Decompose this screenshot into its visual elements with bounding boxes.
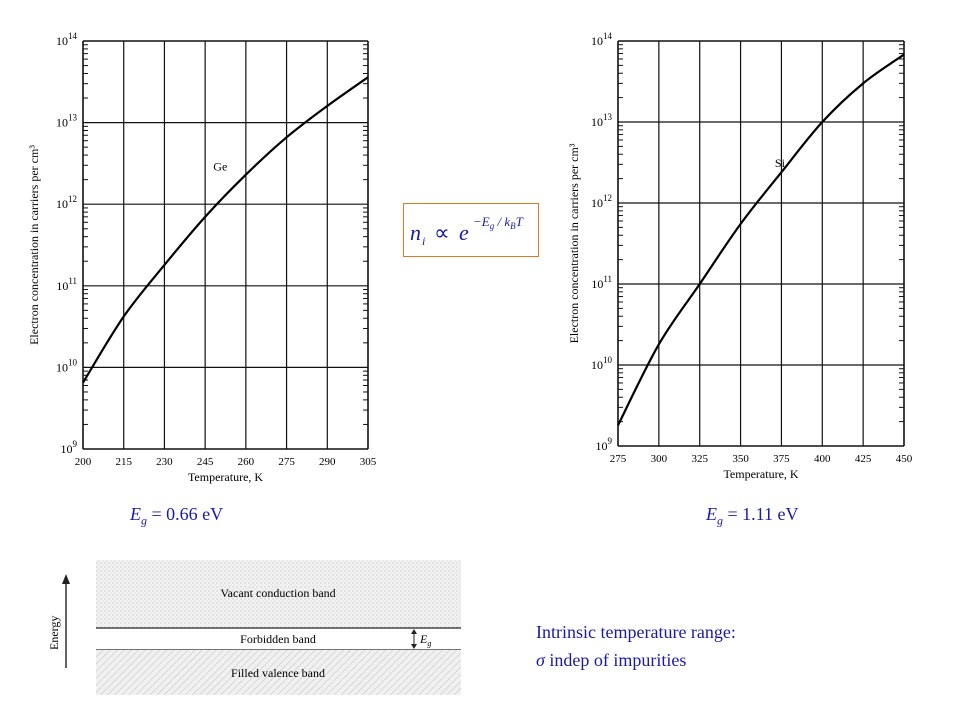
note-line-2: σ indep of impurities [536, 646, 736, 674]
ge-chart: 200 215 230 245 260 275 290 305 109 1010 1011 1012 1… [27, 31, 377, 484]
conduction-band-label: Vacant conduction band [220, 586, 335, 600]
y-tick-label: 1012 [591, 193, 612, 210]
valence-band-label: Filled valence band [231, 666, 325, 680]
energy-arrowhead-icon [62, 574, 70, 584]
formula-exp-sub1: g [490, 221, 495, 231]
series-line-Ge [82, 76, 369, 384]
curve-annotation: Si [775, 156, 786, 170]
conduction-band [96, 560, 461, 628]
caption-ge-value: = 0.66 eV [147, 504, 224, 524]
x-tick-label: 300 [651, 453, 668, 465]
x-tick-label: 375 [773, 453, 790, 465]
caption-si-symbol: E [706, 504, 717, 524]
x-tick-label: 275 [278, 456, 295, 468]
gap-sub: g [427, 639, 431, 648]
caption-si-value: = 1.11 eV [723, 504, 799, 524]
formula-n: n [410, 220, 421, 245]
curve-annotation: Ge [213, 159, 227, 173]
formula-n-sub: i [422, 234, 425, 248]
note-line-1: Intrinsic temperature range: [536, 622, 736, 642]
x-tick-label: 275 [610, 453, 627, 465]
x-axis-label: Temperature, K [188, 470, 263, 484]
x-tick-label: 305 [360, 456, 377, 468]
y-tick-label: 109 [596, 436, 613, 453]
series-line-Si [617, 53, 905, 426]
gap-symbol: Eg [419, 632, 431, 648]
y-tick-label: 1010 [56, 357, 78, 374]
y-tick-label: 1013 [591, 112, 613, 129]
x-tick-label: 245 [197, 456, 214, 468]
x-tick-label: 325 [691, 453, 708, 465]
formula: n i ∝ e −Eg / kBT [410, 214, 524, 248]
note: Intrinsic temperature range: σ indep of … [536, 618, 736, 674]
x-tick-label: 400 [814, 453, 831, 465]
band-diagram: Vacant conduction band Forbidden band Fi… [40, 550, 480, 700]
x-tick-label: 230 [156, 456, 173, 468]
y-axis-label: Electron concentration in carriers per c… [27, 145, 41, 345]
caption-ge-sub: g [141, 513, 147, 528]
energy-axis-label: Energy [47, 616, 61, 650]
x-tick-label: 290 [319, 456, 336, 468]
formula-exp-sub2: B [510, 221, 516, 231]
forbidden-band-label: Forbidden band [240, 632, 316, 646]
y-tick-label: 1013 [56, 113, 78, 130]
si-band-gap-caption: Eg = 1.11 eV [706, 504, 798, 529]
ge-band-gap-caption: Eg = 0.66 eV [130, 504, 223, 529]
valence-band [96, 650, 461, 695]
formula-e: e [459, 220, 469, 245]
sigma-symbol: σ [536, 650, 545, 670]
y-tick-label: 109 [61, 439, 78, 456]
x-tick-label: 425 [855, 453, 872, 465]
y-tick-label: 1010 [591, 355, 613, 372]
y-tick-label: 1011 [56, 276, 77, 293]
gap-arrowheads-icon [411, 629, 417, 649]
formula-exp: −Eg / kBT [473, 214, 524, 231]
x-tick-label: 215 [115, 456, 132, 468]
gap-e: E [419, 632, 428, 646]
note-line-2-text: indep of impurities [544, 650, 687, 670]
formula-box: n i ∝ e −Eg / kBT [403, 203, 539, 257]
x-tick-label: 450 [896, 453, 913, 465]
formula-prop: ∝ [434, 220, 450, 245]
formula-exp-e: −E [473, 214, 490, 229]
y-tick-label: 1012 [56, 194, 77, 211]
y-tick-label: 1014 [591, 31, 613, 48]
x-tick-label: 200 [75, 456, 92, 468]
y-tick-label: 1014 [56, 31, 78, 48]
si-chart: 275 300 325 350 375 400 425 450 109 1010 1011 1012 1… [567, 31, 913, 481]
formula-exp-end: T [516, 214, 524, 229]
y-tick-label: 1011 [591, 274, 612, 291]
y-axis-label: Electron concentration in carriers per c… [567, 143, 581, 343]
x-tick-label: 260 [238, 456, 255, 468]
formula-exp-mid: / k [494, 214, 510, 229]
caption-ge-symbol: E [130, 504, 141, 524]
x-axis-label: Temperature, K [723, 467, 798, 481]
x-tick-label: 350 [732, 453, 749, 465]
caption-si-sub: g [717, 513, 723, 528]
